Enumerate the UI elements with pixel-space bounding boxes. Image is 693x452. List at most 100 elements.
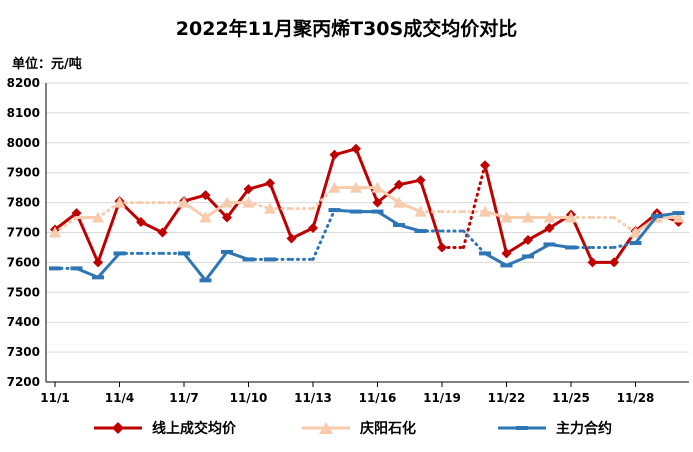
data-point-diamond <box>544 223 555 234</box>
data-point-dash <box>414 229 427 234</box>
y-tick-label: 7700 <box>7 226 40 240</box>
data-point-diamond <box>480 160 490 171</box>
y-tick-label: 8100 <box>7 106 40 120</box>
x-tick-label: 11/7 <box>169 391 198 405</box>
data-point-triangle <box>242 196 255 208</box>
legend-swatch-dash-icon <box>498 426 546 430</box>
x-tick-label: 11/19 <box>423 391 461 405</box>
data-point-triangle <box>672 211 685 223</box>
data-point-diamond <box>308 223 318 234</box>
unit-label: 单位：元/吨 <box>12 57 82 72</box>
series-segment <box>268 181 293 240</box>
data-point-diamond <box>243 184 254 195</box>
chart-title: 2022年11月聚丙烯T30S成交均价对比 <box>175 18 518 40</box>
data-point-dash <box>49 266 61 271</box>
x-tick-label: 11/25 <box>552 391 590 405</box>
data-point-diamond <box>587 257 598 268</box>
y-tick-label: 8000 <box>7 136 40 150</box>
x-tick-label: 11/22 <box>488 391 526 405</box>
legend-swatch-diamond-icon <box>94 422 142 434</box>
series-segment <box>612 216 637 234</box>
data-point-diamond <box>329 149 340 160</box>
series-segment <box>462 163 487 249</box>
data-point-triangle <box>500 211 513 223</box>
data-point-diamond <box>609 257 619 268</box>
legend-item-main-contract: 主力合约 <box>496 418 612 438</box>
data-point-triangle <box>350 181 362 193</box>
x-tick-label: 11/28 <box>617 391 655 405</box>
data-point-dash <box>479 251 491 256</box>
series-segment <box>354 147 379 205</box>
x-tick-label: 11/4 <box>105 391 134 405</box>
series-segment <box>75 211 100 264</box>
series-segment <box>483 163 508 255</box>
series-segment <box>505 238 530 255</box>
series-segment <box>311 153 336 230</box>
data-point-triangle <box>92 211 104 223</box>
legend-item-qingyang: 庆阳石化 <box>300 418 416 438</box>
data-point-triangle <box>479 205 491 217</box>
data-point-triangle <box>393 196 405 208</box>
data-point-triangle <box>522 211 534 223</box>
y-tick-label: 7200 <box>7 375 40 389</box>
series-segment <box>526 226 551 242</box>
data-point-dash <box>92 275 104 280</box>
data-point-dash <box>328 208 341 213</box>
data-point-triangle <box>565 211 577 223</box>
data-point-diamond <box>157 227 168 238</box>
data-point-triangle <box>49 226 61 238</box>
data-point-dash <box>70 266 83 271</box>
data-point-dash <box>672 211 685 216</box>
data-point-diamond <box>286 233 297 244</box>
y-tick-label: 7800 <box>7 196 40 210</box>
data-point-dash <box>242 257 255 262</box>
x-tick-label: 11/16 <box>359 391 397 405</box>
series-segment <box>462 229 487 255</box>
x-tick-label: 11/13 <box>294 391 332 405</box>
series-segment <box>96 199 121 264</box>
data-point-diamond <box>136 217 146 228</box>
legend-label: 主力合约 <box>556 421 612 437</box>
data-point-dash <box>543 242 556 247</box>
data-point-dash <box>565 245 577 250</box>
data-point-triangle <box>221 196 233 208</box>
data-point-diamond <box>415 175 426 186</box>
data-point-dash <box>199 278 212 283</box>
series-segment <box>96 201 121 220</box>
data-point-dash <box>264 257 276 262</box>
x-tick-label: 11/10 <box>230 391 268 405</box>
data-point-dash <box>113 251 126 256</box>
data-point-dash <box>500 263 513 268</box>
data-point-triangle <box>178 196 190 208</box>
data-point-triangle <box>328 181 341 193</box>
series-segment <box>139 220 164 234</box>
data-point-diamond <box>523 234 533 245</box>
data-point-diamond <box>265 178 275 189</box>
y-tick-label: 7600 <box>7 255 40 269</box>
legend-item-online-price: 线上成交均价 <box>92 418 236 438</box>
data-point-dash <box>178 251 190 256</box>
series-segment <box>53 211 78 232</box>
series-segment <box>204 250 229 282</box>
data-point-diamond <box>93 257 103 268</box>
data-point-diamond <box>437 242 447 253</box>
y-tick-label: 8200 <box>7 76 40 90</box>
data-point-dash <box>522 254 534 259</box>
series-segment <box>96 251 121 279</box>
y-tick-label: 7900 <box>7 166 40 180</box>
data-point-triangle <box>543 211 556 223</box>
legend-label: 庆阳石化 <box>360 421 416 437</box>
data-point-dash <box>393 223 405 228</box>
legend-swatch-triangle-icon <box>302 422 350 434</box>
y-tick-label: 7300 <box>7 345 40 359</box>
data-point-triangle <box>199 211 212 223</box>
data-point-dash <box>371 209 384 214</box>
data-point-diamond <box>71 208 82 219</box>
series-segment <box>290 226 315 240</box>
data-point-dash <box>350 209 362 214</box>
series-segment <box>204 193 229 220</box>
data-point-triangle <box>371 181 384 193</box>
data-point-diamond <box>222 212 232 223</box>
data-point-dash <box>651 214 663 219</box>
data-point-diamond <box>501 248 512 259</box>
